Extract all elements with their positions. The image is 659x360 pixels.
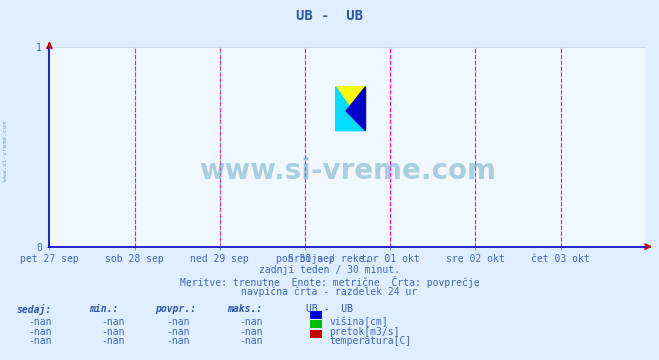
Text: navpična črta - razdelek 24 ur: navpična črta - razdelek 24 ur — [241, 287, 418, 297]
Text: -nan: -nan — [167, 317, 190, 327]
Text: -nan: -nan — [101, 317, 125, 327]
Text: višina[cm]: višina[cm] — [330, 317, 388, 327]
Text: -nan: -nan — [101, 327, 125, 337]
Text: sedaj:: sedaj: — [16, 304, 51, 315]
Text: -nan: -nan — [167, 336, 190, 346]
Text: -nan: -nan — [28, 327, 52, 337]
Text: min.:: min.: — [89, 304, 119, 314]
Polygon shape — [335, 87, 366, 131]
Text: -nan: -nan — [239, 317, 263, 327]
Text: maks.:: maks.: — [227, 304, 262, 314]
Text: www.si-vreme.com: www.si-vreme.com — [199, 157, 496, 185]
Text: -nan: -nan — [101, 336, 125, 346]
Text: Srbija / reke.: Srbija / reke. — [289, 254, 370, 264]
Polygon shape — [335, 87, 366, 131]
Text: -nan: -nan — [167, 327, 190, 337]
Text: -nan: -nan — [239, 336, 263, 346]
Text: UB -  UB: UB - UB — [306, 304, 353, 314]
Text: www.si-vreme.com: www.si-vreme.com — [3, 121, 8, 181]
Text: pretok[m3/s]: pretok[m3/s] — [330, 327, 400, 337]
Text: UB -  UB: UB - UB — [296, 9, 363, 23]
Text: temperatura[C]: temperatura[C] — [330, 336, 412, 346]
Text: zadnji teden / 30 minut.: zadnji teden / 30 minut. — [259, 265, 400, 275]
Text: -nan: -nan — [239, 327, 263, 337]
Text: -nan: -nan — [28, 317, 52, 327]
Text: -nan: -nan — [28, 336, 52, 346]
Polygon shape — [346, 87, 366, 131]
Text: povpr.:: povpr.: — [155, 304, 196, 314]
Text: Meritve: trenutne  Enote: metrične  Črta: povprečje: Meritve: trenutne Enote: metrične Črta: … — [180, 276, 479, 288]
